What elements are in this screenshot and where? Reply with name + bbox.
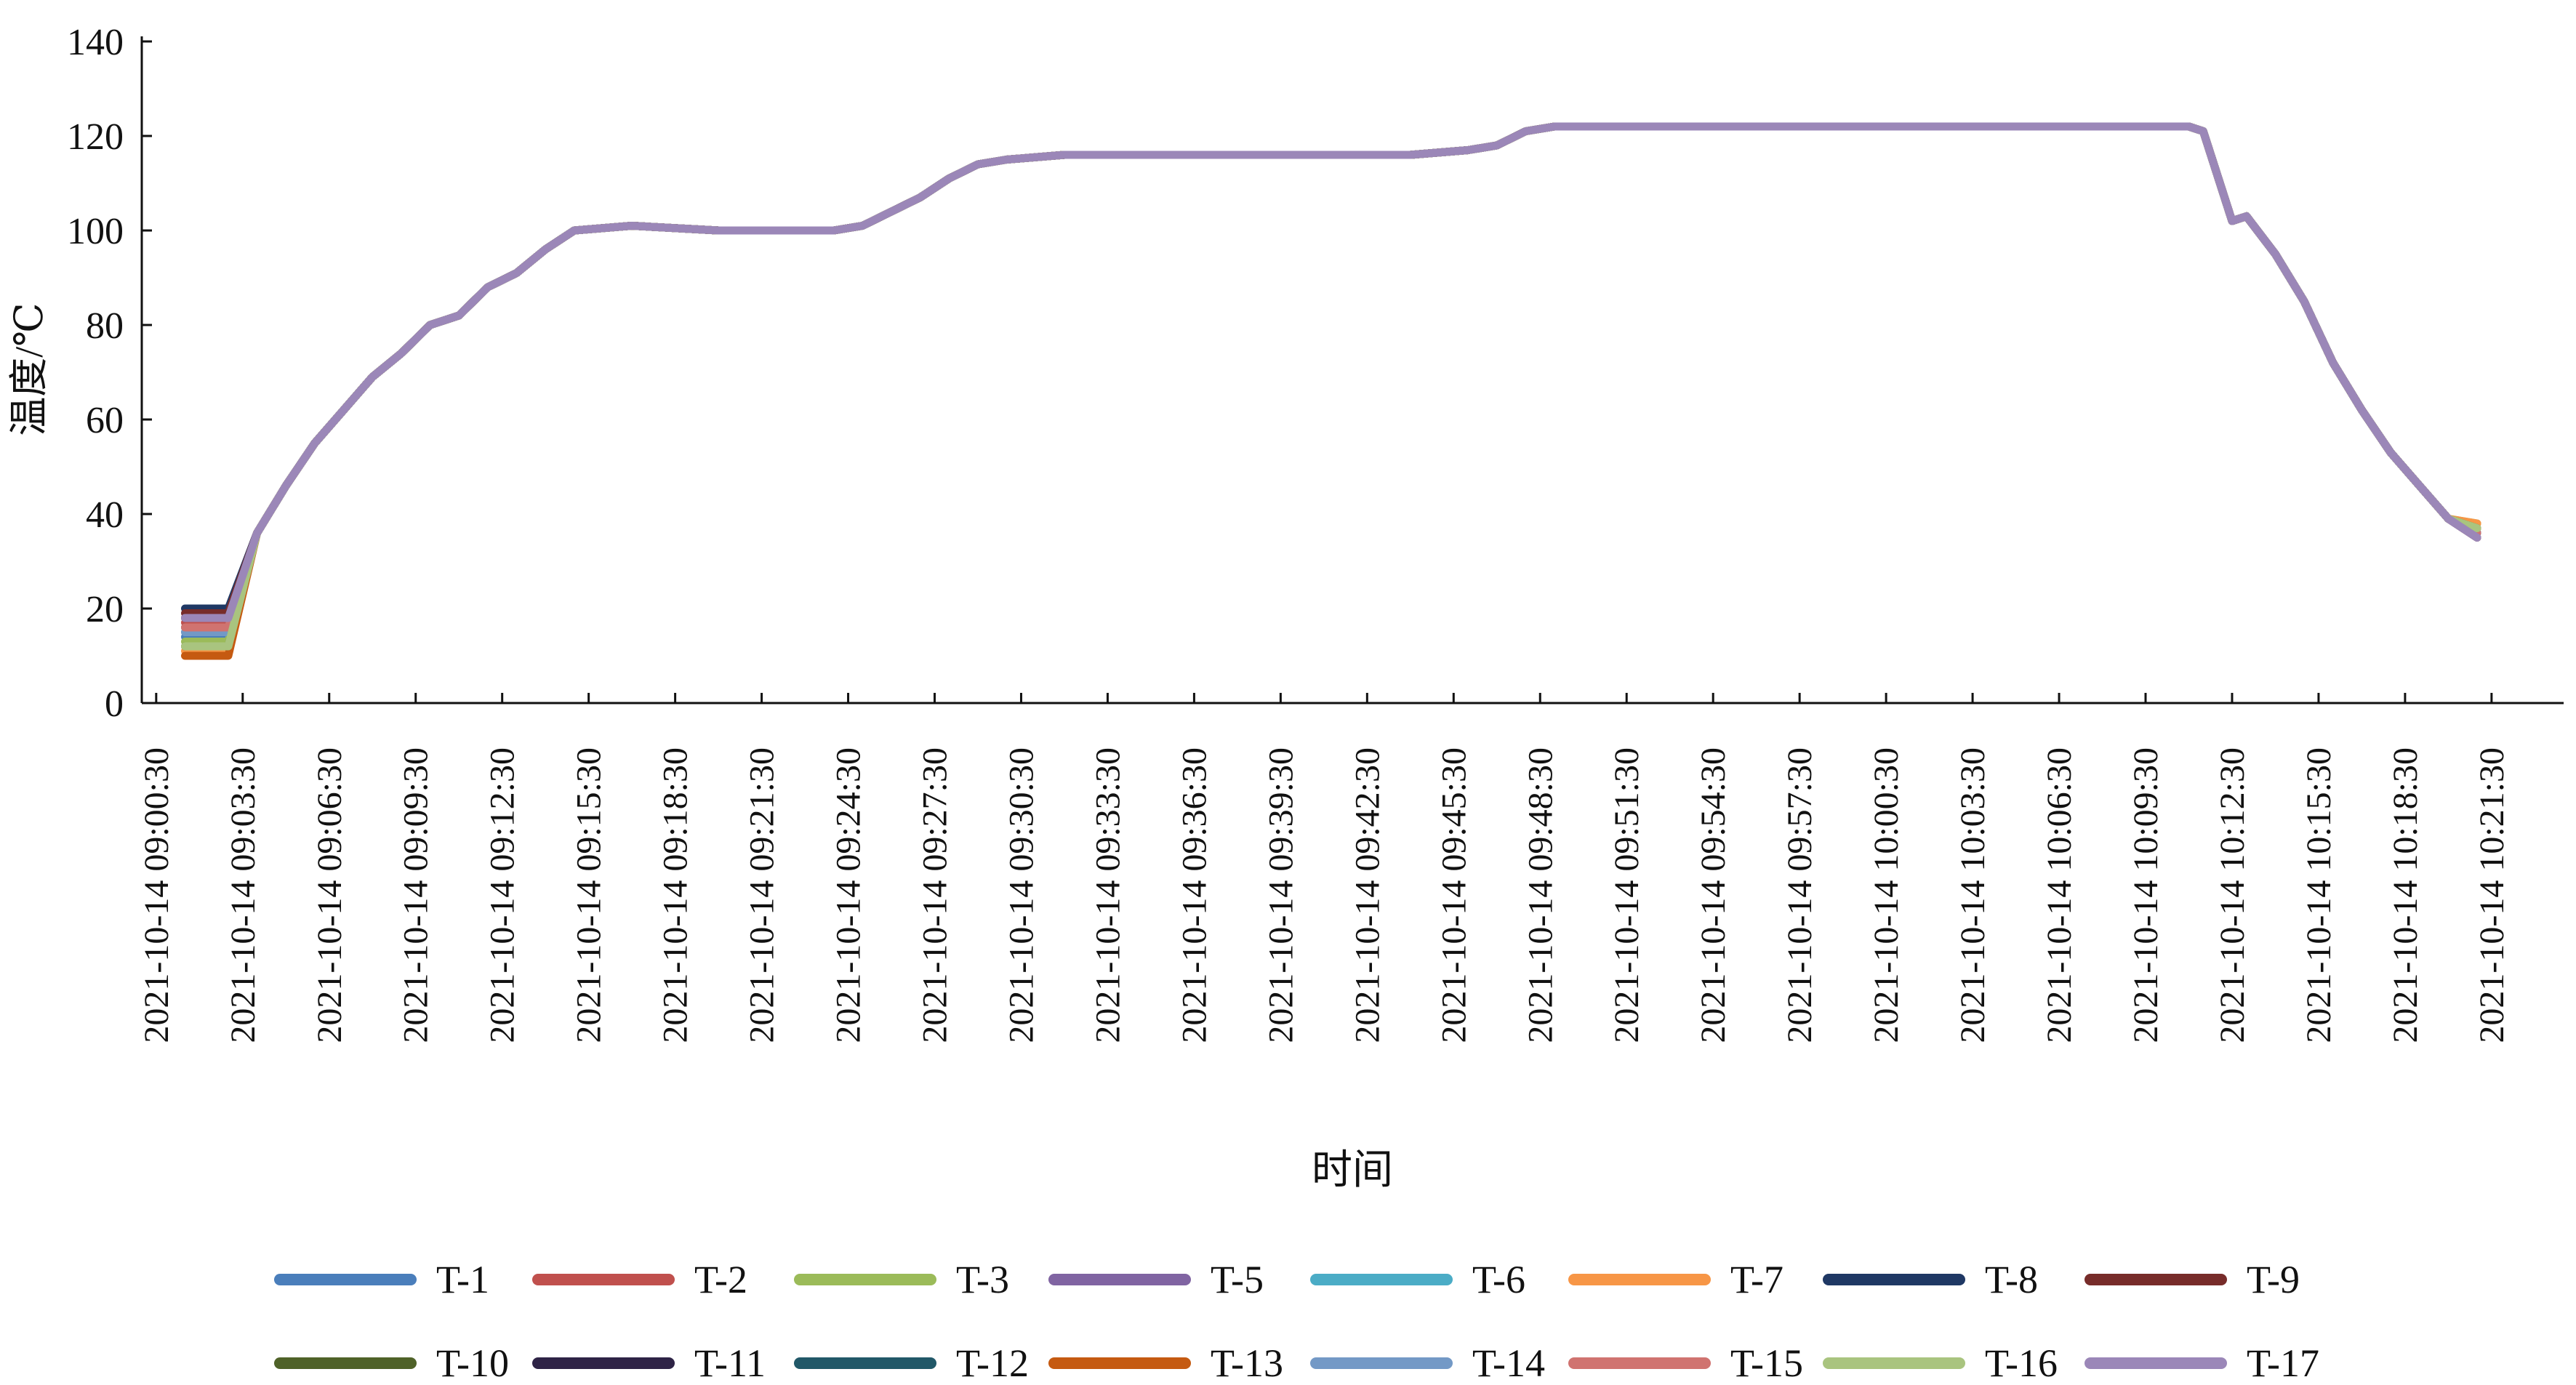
legend-label: T-17 — [2247, 1341, 2319, 1385]
series-line-t-16 — [181, 122, 2481, 651]
series-line-t-14 — [181, 122, 2481, 636]
legend-label: T-14 — [1472, 1341, 1545, 1385]
x-tick-label: 2021-10-14 09:21:30 — [743, 747, 782, 1043]
series-line-t-7 — [181, 122, 2481, 655]
x-tick-label: 2021-10-14 10:21:30 — [2473, 747, 2511, 1043]
x-tick-label: 2021-10-14 09:36:30 — [1175, 747, 1213, 1043]
legend-label: T-9 — [2247, 1258, 2300, 1301]
x-tick-label: 2021-10-14 09:30:30 — [1002, 747, 1040, 1043]
x-tick-label: 2021-10-14 09:39:30 — [1261, 747, 1300, 1043]
x-tick-label: 2021-10-14 10:00:30 — [1867, 747, 1906, 1043]
axes — [140, 36, 2564, 704]
series-line-t-6 — [181, 122, 2481, 636]
legend-label: T-7 — [1730, 1258, 1783, 1301]
series-line-t-11 — [181, 122, 2481, 622]
series-line-t-17 — [181, 122, 2481, 622]
legend-label: T-16 — [1985, 1341, 2058, 1385]
y-ticks: 0 20 40 60 80 100 120 140 — [67, 22, 152, 725]
x-tick-label: 2021-10-14 09:33:30 — [1088, 747, 1127, 1043]
x-tick-label: 2021-10-14 09:18:30 — [657, 747, 695, 1043]
x-tick-label: 2021-10-14 10:09:30 — [2127, 747, 2165, 1043]
legend-label: T-6 — [1472, 1258, 1525, 1301]
series-line-t-9 — [181, 122, 2481, 617]
x-tick-label: 2021-10-14 09:48:30 — [1521, 747, 1560, 1043]
legend: T-1 T-2 T-3 T-5 T-6 T-7 T-8 T-9 T-10 T-11 T-12 T-13… — [274, 1258, 2319, 1385]
series-line-t-3 — [181, 122, 2481, 646]
series-line-t-10 — [181, 122, 2481, 651]
y-tick-label: 100 — [67, 211, 124, 252]
y-tick-label: 0 — [105, 683, 124, 725]
legend-label: T-13 — [1211, 1341, 1283, 1385]
legend-label: T-2 — [694, 1258, 747, 1301]
x-tick-label: 2021-10-14 09:51:30 — [1608, 747, 1646, 1043]
x-tick-label: 2021-10-14 09:54:30 — [1694, 747, 1733, 1043]
x-tick-label: 2021-10-14 09:15:30 — [570, 747, 609, 1043]
y-axis-label: 温度/℃ — [7, 302, 51, 435]
x-tick-label: 2021-10-14 09:45:30 — [1435, 747, 1473, 1043]
legend-label: T-10 — [436, 1341, 509, 1385]
x-tick-label: 2021-10-14 09:42:30 — [1348, 747, 1387, 1043]
legend-label: T-5 — [1211, 1258, 1264, 1301]
legend-label: T-11 — [694, 1341, 766, 1385]
y-tick-label: 20 — [86, 589, 124, 630]
series-line-t-1 — [181, 122, 2481, 641]
series-line-t-12 — [181, 122, 2481, 632]
series-line-t-8 — [181, 122, 2481, 613]
legend-label: T-3 — [956, 1258, 1009, 1301]
x-tick-label: 2021-10-14 10:12:30 — [2213, 747, 2252, 1043]
x-axis-label: 时间 — [1312, 1148, 1393, 1193]
legend-label: T-8 — [1985, 1258, 2038, 1301]
y-tick-label: 140 — [67, 22, 124, 63]
x-tick-label: 2021-10-14 09:57:30 — [1781, 747, 1819, 1043]
x-tick-label: 2021-10-14 09:00:30 — [137, 747, 176, 1043]
x-tick-label: 2021-10-14 10:03:30 — [1954, 747, 1992, 1043]
x-tick-label: 2021-10-14 09:09:30 — [397, 747, 436, 1043]
series-line-t-13 — [181, 122, 2481, 660]
x-tick-label: 2021-10-14 09:24:30 — [830, 747, 868, 1043]
x-tick-label: 2021-10-14 10:18:30 — [2386, 747, 2425, 1043]
series-line-t-2 — [181, 122, 2481, 627]
series-lines — [181, 122, 2481, 660]
x-tick-label: 2021-10-14 09:03:30 — [224, 747, 262, 1043]
x-tick-label: 2021-10-14 10:06:30 — [2040, 747, 2079, 1043]
legend-label: T-1 — [436, 1258, 489, 1301]
y-tick-label: 80 — [86, 305, 124, 347]
legend-label: T-15 — [1730, 1341, 1803, 1385]
x-tick-label: 2021-10-14 09:12:30 — [483, 747, 522, 1043]
x-tick-label: 2021-10-14 09:06:30 — [310, 747, 349, 1043]
x-ticks: 2021-10-14 09:00:30 2021-10-14 09:03:30 20… — [137, 693, 2511, 1043]
y-tick-label: 60 — [86, 400, 124, 441]
series-line-t-5 — [181, 122, 2481, 622]
y-tick-label: 40 — [86, 494, 124, 536]
x-tick-label: 2021-10-14 10:15:30 — [2300, 747, 2338, 1043]
x-tick-label: 2021-10-14 09:27:30 — [916, 747, 955, 1043]
series-line-t-15 — [181, 122, 2481, 632]
legend-label: T-12 — [956, 1341, 1029, 1385]
y-tick-label: 120 — [67, 116, 124, 158]
